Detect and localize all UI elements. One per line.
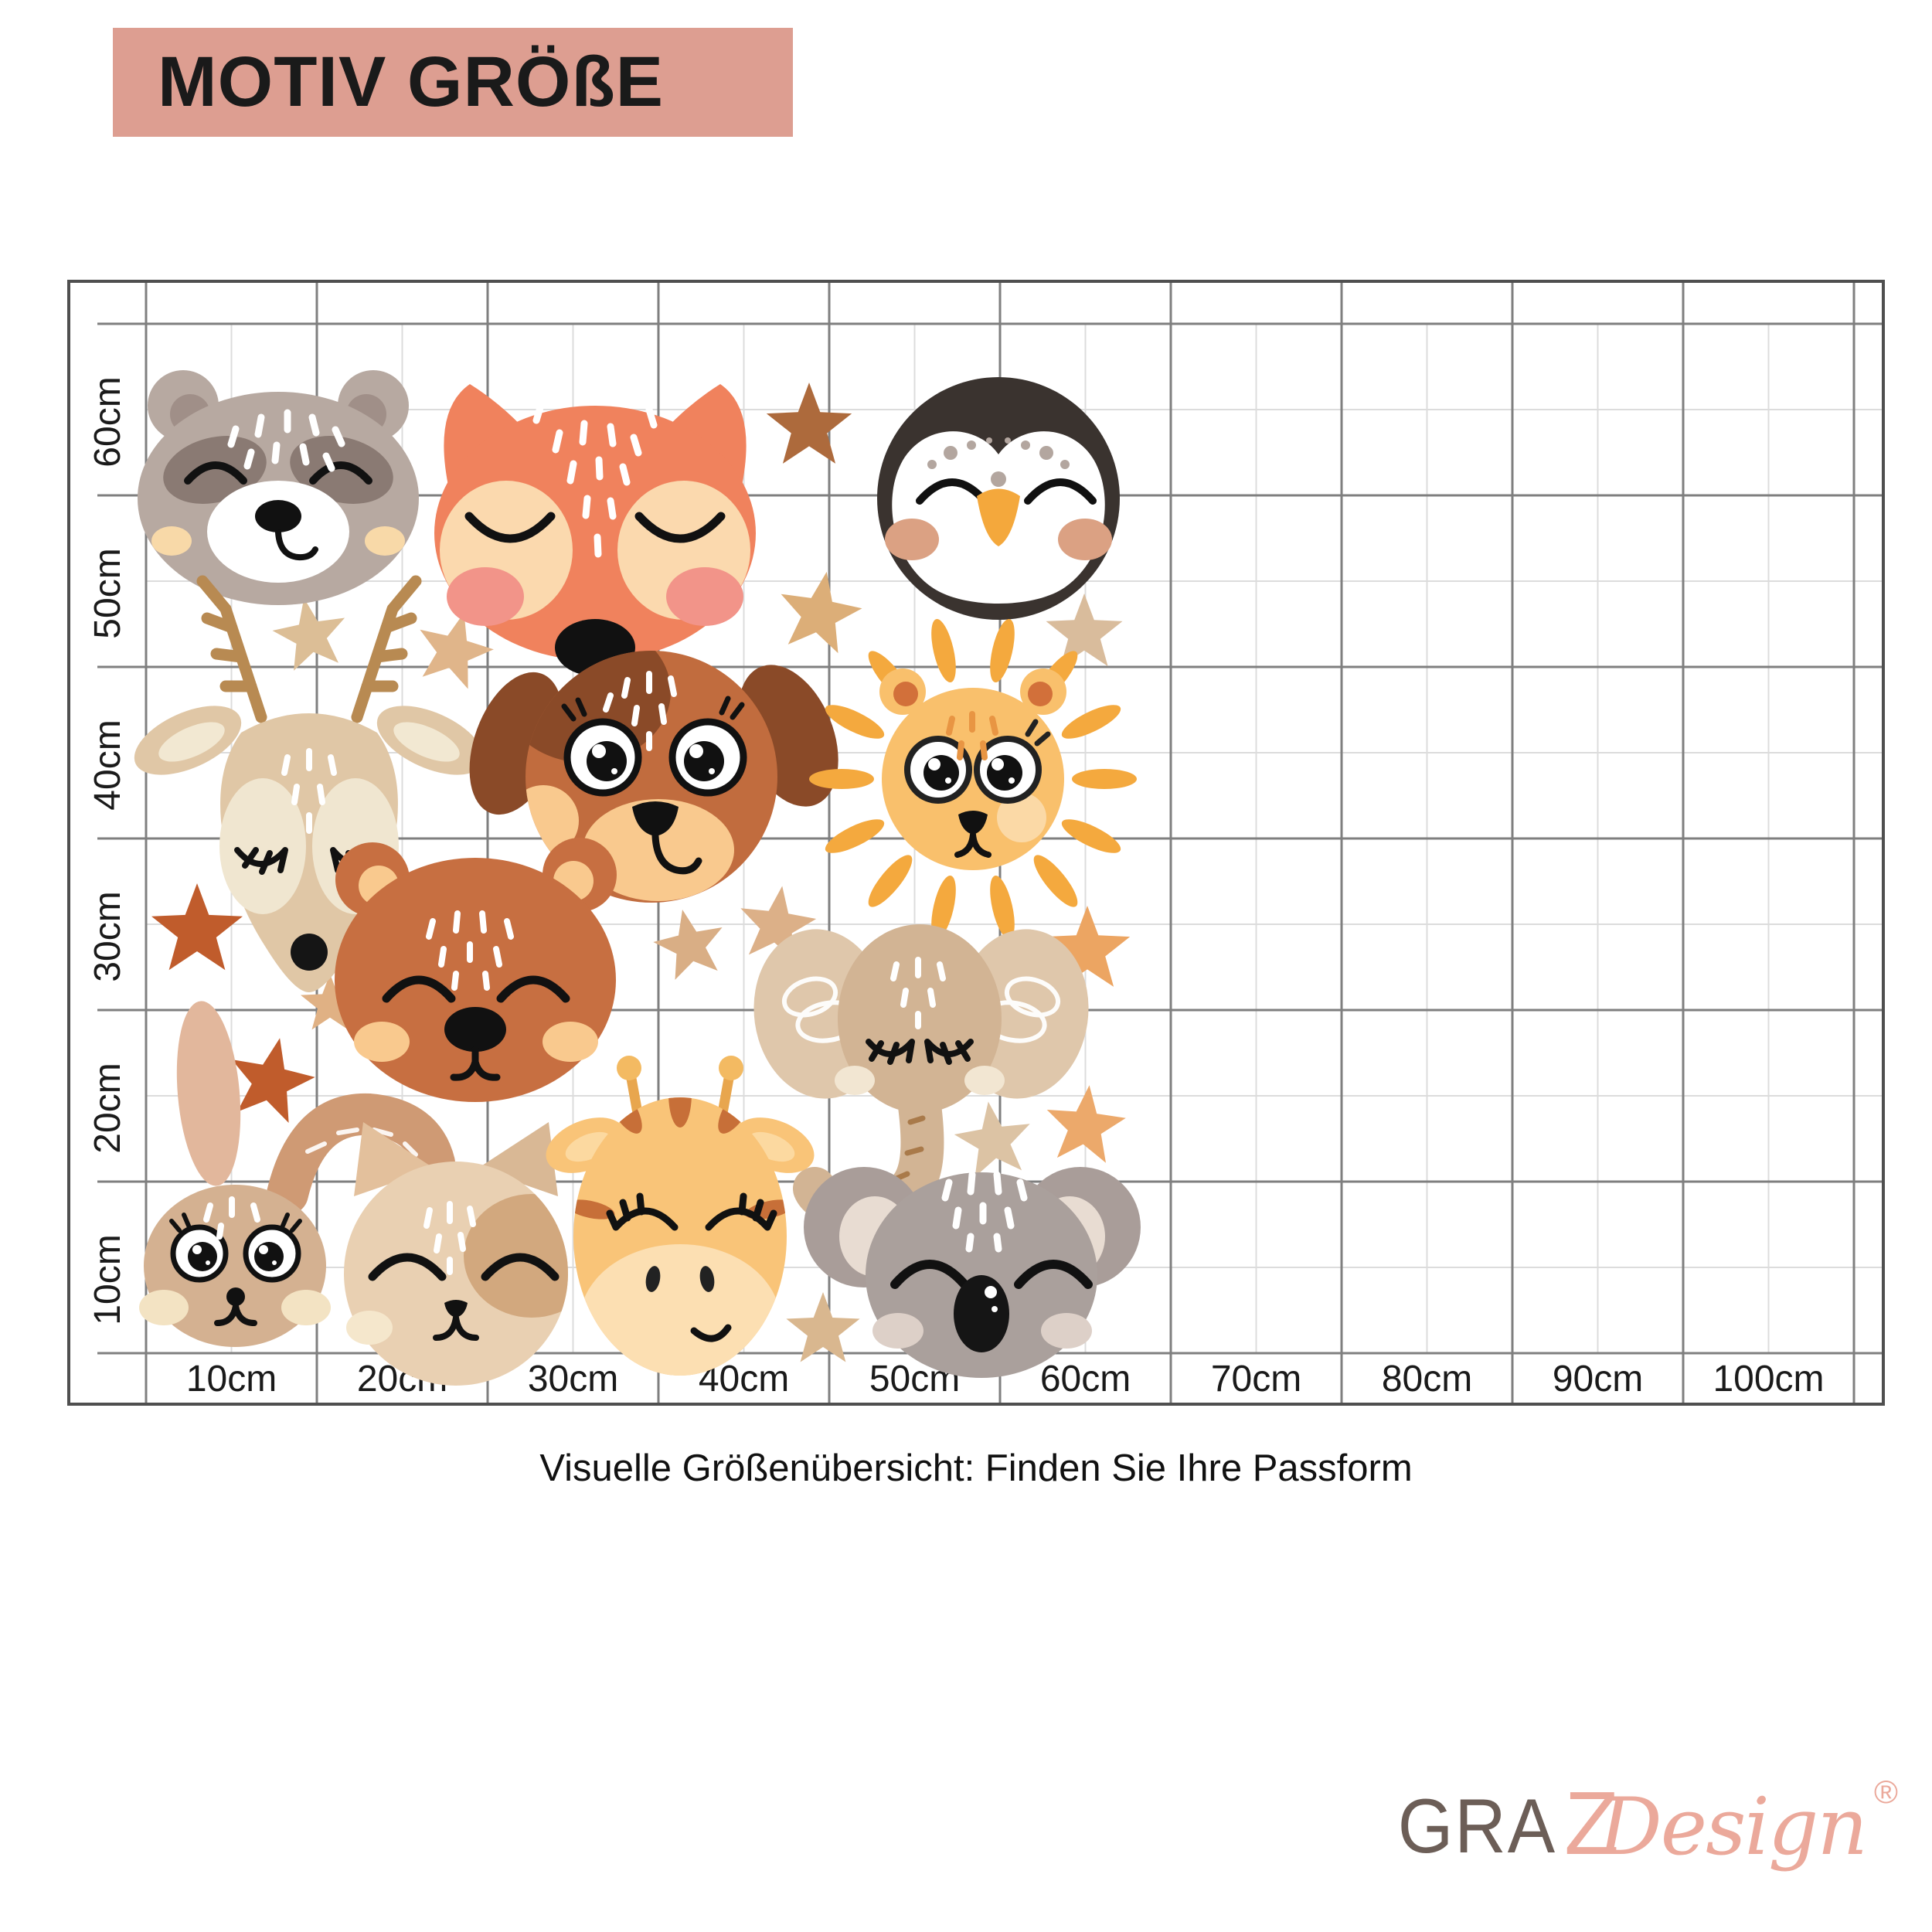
y-axis-label: 40cm bbox=[87, 719, 128, 810]
giraffe-icon bbox=[546, 1056, 815, 1376]
x-axis-label: 90cm bbox=[1553, 1359, 1643, 1400]
x-axis-label: 30cm bbox=[528, 1359, 618, 1400]
page-title: MOTIV GRÖßE bbox=[158, 43, 664, 121]
logo-text-design: Design bbox=[1598, 1781, 1868, 1873]
star-icon bbox=[1046, 594, 1123, 667]
raccoon-icon bbox=[138, 370, 419, 605]
star-icon bbox=[766, 383, 852, 464]
dog-icon bbox=[469, 651, 838, 903]
star-icon bbox=[301, 974, 359, 1030]
koala-icon bbox=[804, 1167, 1141, 1378]
y-axis-label: 60cm bbox=[87, 376, 128, 467]
star-icon bbox=[151, 883, 243, 971]
star-icon bbox=[1044, 906, 1131, 987]
star-icon bbox=[781, 571, 862, 654]
star-icon bbox=[231, 1038, 315, 1123]
logo-text-gra: GRA bbox=[1397, 1784, 1557, 1869]
bear-icon bbox=[335, 838, 617, 1102]
brand-logo: GRA Z Design ® bbox=[1398, 1771, 1898, 1875]
x-axis-label: 80cm bbox=[1382, 1359, 1472, 1400]
lion-icon bbox=[809, 618, 1137, 940]
logo-text-z: Z bbox=[1564, 1773, 1619, 1873]
star-icon bbox=[954, 1101, 1030, 1177]
bunny-icon bbox=[139, 1001, 455, 1347]
penguin-icon bbox=[877, 377, 1120, 620]
x-axis-label: 10cm bbox=[186, 1359, 277, 1400]
fox-icon bbox=[434, 384, 756, 676]
x-axis-label: 60cm bbox=[1040, 1359, 1131, 1400]
x-axis-label: 70cm bbox=[1211, 1359, 1301, 1400]
star-icon bbox=[272, 597, 345, 671]
y-axis-label: 30cm bbox=[87, 891, 128, 981]
y-axis-label: 50cm bbox=[87, 548, 128, 638]
star-icon bbox=[1046, 1085, 1126, 1163]
chart-caption: Visuelle Größenübersicht: Finden Sie Ihr… bbox=[539, 1447, 1413, 1489]
star-icon bbox=[653, 910, 723, 980]
star-decorations-icon bbox=[151, 383, 1131, 1362]
cat-icon bbox=[344, 1122, 568, 1386]
y-axis-label: 10cm bbox=[87, 1234, 128, 1325]
registered-trademark-icon: ® bbox=[1874, 1774, 1898, 1810]
star-icon bbox=[740, 886, 817, 961]
star-icon bbox=[420, 612, 494, 689]
title-banner: MOTIV GRÖßE bbox=[113, 28, 793, 137]
y-axis-label: 20cm bbox=[87, 1063, 128, 1153]
x-axis-label: 100cm bbox=[1713, 1359, 1824, 1400]
star-icon bbox=[786, 1292, 860, 1362]
